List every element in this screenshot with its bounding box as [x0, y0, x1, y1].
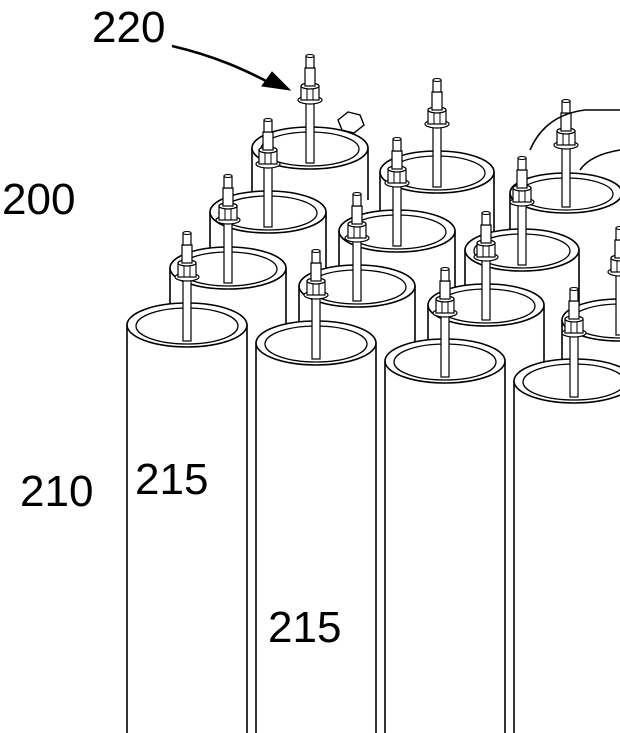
- stud-tip-top: [441, 268, 449, 271]
- stud-tip-top: [570, 288, 578, 291]
- tube-body: [385, 361, 505, 733]
- stud: [182, 245, 192, 263]
- stud: [305, 68, 315, 86]
- stud-tip-top: [616, 227, 620, 230]
- stud: [440, 281, 450, 299]
- stud: [392, 151, 402, 169]
- stud-tip-top: [393, 138, 401, 141]
- stud-tip-top: [306, 55, 314, 58]
- tube-body: [256, 343, 376, 733]
- stud: [517, 170, 527, 188]
- pipe-lower: [580, 150, 620, 170]
- stud-tip-top: [264, 119, 272, 122]
- stud-tip-top: [562, 100, 570, 103]
- stud-tip-top: [312, 250, 320, 253]
- stud: [223, 188, 233, 206]
- reference-numeral-200: 200: [2, 178, 75, 222]
- reference-numeral-220: 220: [92, 6, 165, 50]
- stud-tip-top: [183, 232, 191, 235]
- stud-tip-top: [433, 79, 441, 82]
- reference-numeral-215-left: 215: [135, 458, 208, 502]
- stud-tip-top: [518, 157, 526, 160]
- leader-arrow-220: [172, 46, 268, 82]
- stud-tip-top: [353, 193, 361, 196]
- stud: [615, 240, 620, 258]
- stud-tip-top: [224, 175, 232, 178]
- tube-body: [127, 325, 247, 733]
- reference-numeral-215-center: 215: [268, 606, 341, 650]
- arrowhead-220: [262, 72, 290, 90]
- stud: [481, 225, 491, 243]
- stud: [432, 92, 442, 110]
- reference-numeral-210: 210: [20, 470, 93, 514]
- tube-body: [514, 381, 620, 733]
- stud: [569, 301, 579, 319]
- stud-tip-top: [482, 212, 490, 215]
- fitting: [338, 112, 364, 133]
- stud: [311, 263, 321, 281]
- stud: [263, 132, 273, 150]
- stud: [352, 206, 362, 224]
